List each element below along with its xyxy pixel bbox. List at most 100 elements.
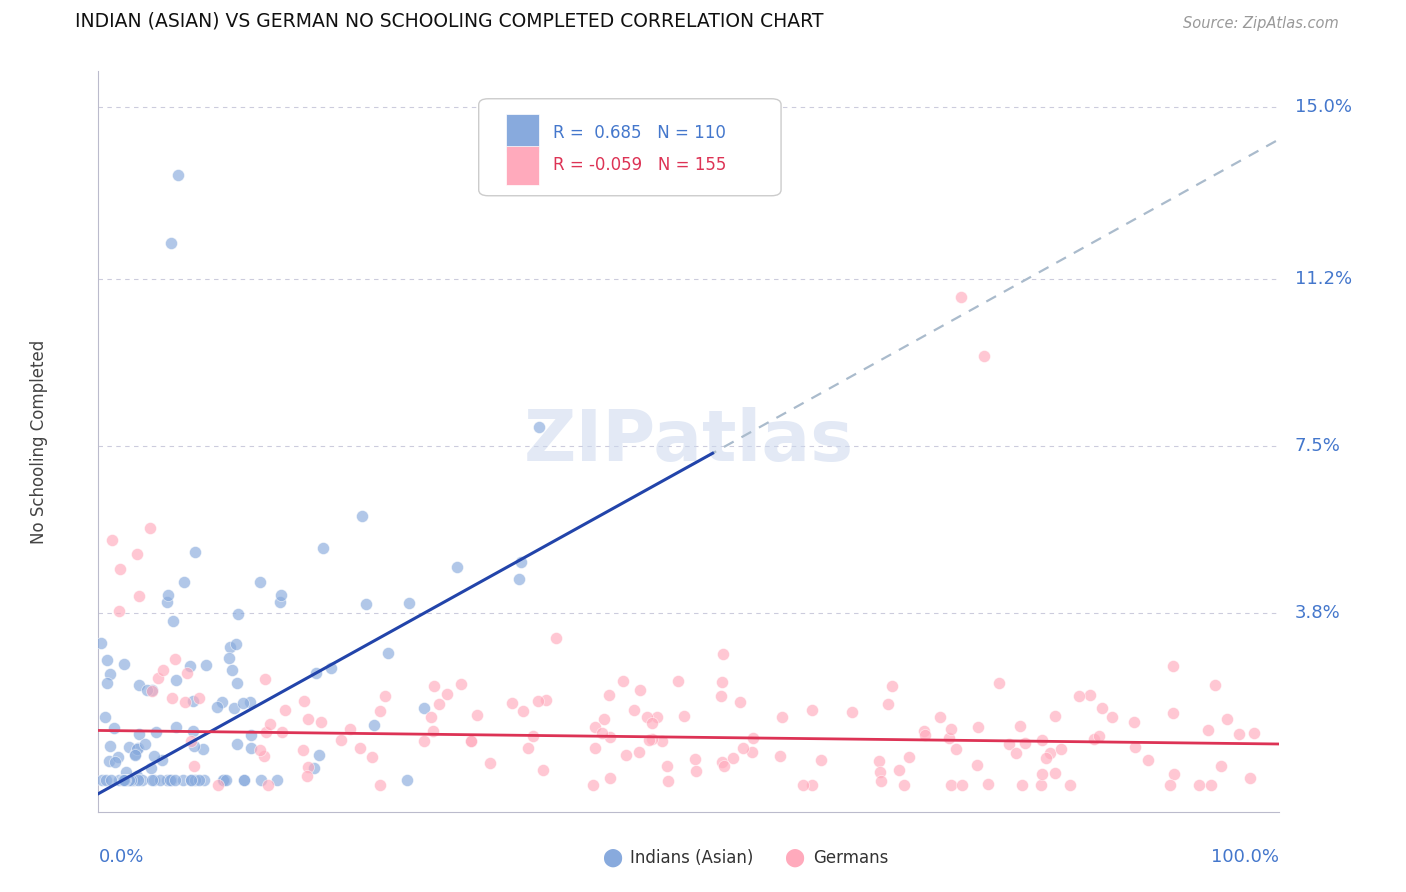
Point [377, 646, 399, 660]
Point [1123, 715, 1146, 730]
Point [183, 694, 205, 708]
Point [219, 640, 242, 654]
Point [1049, 741, 1071, 756]
Point [292, 694, 315, 708]
Text: Source: ZipAtlas.com: Source: ZipAtlas.com [1182, 16, 1339, 30]
Point [183, 739, 205, 753]
Point [1239, 771, 1261, 785]
Point [531, 763, 554, 777]
Point [143, 773, 166, 788]
Point [941, 722, 963, 736]
Point [173, 575, 195, 590]
Point [117, 739, 139, 754]
Point [232, 696, 254, 710]
Point [221, 663, 243, 677]
Point [211, 695, 233, 709]
Point [295, 769, 318, 783]
Point [305, 666, 328, 681]
Point [141, 683, 163, 698]
Point [429, 697, 451, 711]
Point [673, 709, 696, 723]
Point [127, 773, 149, 788]
Point [711, 647, 734, 661]
Point [308, 747, 330, 762]
Point [249, 743, 271, 757]
Point [159, 773, 181, 788]
Point [312, 541, 335, 555]
Point [240, 728, 263, 742]
Point [254, 672, 277, 686]
Bar [506, 113, 538, 152]
Point [460, 734, 482, 748]
Point [938, 731, 960, 746]
Point [512, 704, 534, 718]
Point [1039, 746, 1062, 760]
Point [114, 773, 136, 788]
Point [728, 695, 751, 709]
Point [413, 734, 436, 748]
Point [869, 764, 891, 779]
Point [657, 773, 679, 788]
Point [641, 715, 664, 730]
Point [998, 737, 1021, 751]
Point [368, 704, 391, 718]
Point [398, 596, 420, 610]
Point [352, 508, 374, 523]
Point [128, 727, 150, 741]
Point [141, 773, 163, 788]
Point [127, 741, 149, 756]
Point [396, 773, 419, 788]
Text: ⬤: ⬤ [602, 849, 621, 867]
Point [713, 758, 735, 772]
Point [256, 778, 278, 792]
Point [710, 756, 733, 770]
Point [118, 773, 141, 788]
Point [460, 734, 482, 748]
Point [1163, 767, 1185, 781]
Point [90, 635, 112, 649]
Point [810, 753, 832, 767]
Point [966, 720, 988, 734]
Point [173, 695, 195, 709]
Point [125, 769, 148, 783]
Point [107, 750, 129, 764]
Point [104, 755, 127, 769]
Point [742, 731, 765, 745]
Text: R =  0.685   N = 110: R = 0.685 N = 110 [553, 124, 725, 142]
Point [159, 235, 181, 250]
Point [599, 730, 621, 744]
Point [1078, 689, 1101, 703]
Point [181, 724, 204, 739]
Point [1136, 753, 1159, 767]
Point [225, 637, 247, 651]
Point [96, 653, 118, 667]
Point [226, 675, 249, 690]
Point [1243, 726, 1265, 740]
Point [115, 764, 138, 779]
Point [103, 722, 125, 736]
Point [1101, 710, 1123, 724]
Point [599, 772, 621, 786]
Point [211, 773, 233, 788]
Point [125, 742, 148, 756]
Point [616, 747, 638, 762]
Point [194, 657, 217, 672]
Bar [506, 146, 538, 185]
Point [636, 710, 658, 724]
Point [1204, 678, 1226, 692]
Point [368, 778, 391, 792]
Point [114, 773, 136, 788]
Point [107, 603, 129, 617]
Point [516, 741, 538, 756]
Point [291, 743, 314, 757]
Point [1123, 740, 1146, 755]
Point [128, 589, 150, 603]
Point [354, 597, 377, 611]
Point [361, 750, 384, 764]
Point [166, 168, 188, 182]
Point [422, 723, 444, 738]
Point [1011, 778, 1033, 792]
Point [156, 594, 179, 608]
Text: Germans: Germans [813, 849, 889, 867]
Point [1216, 712, 1239, 726]
